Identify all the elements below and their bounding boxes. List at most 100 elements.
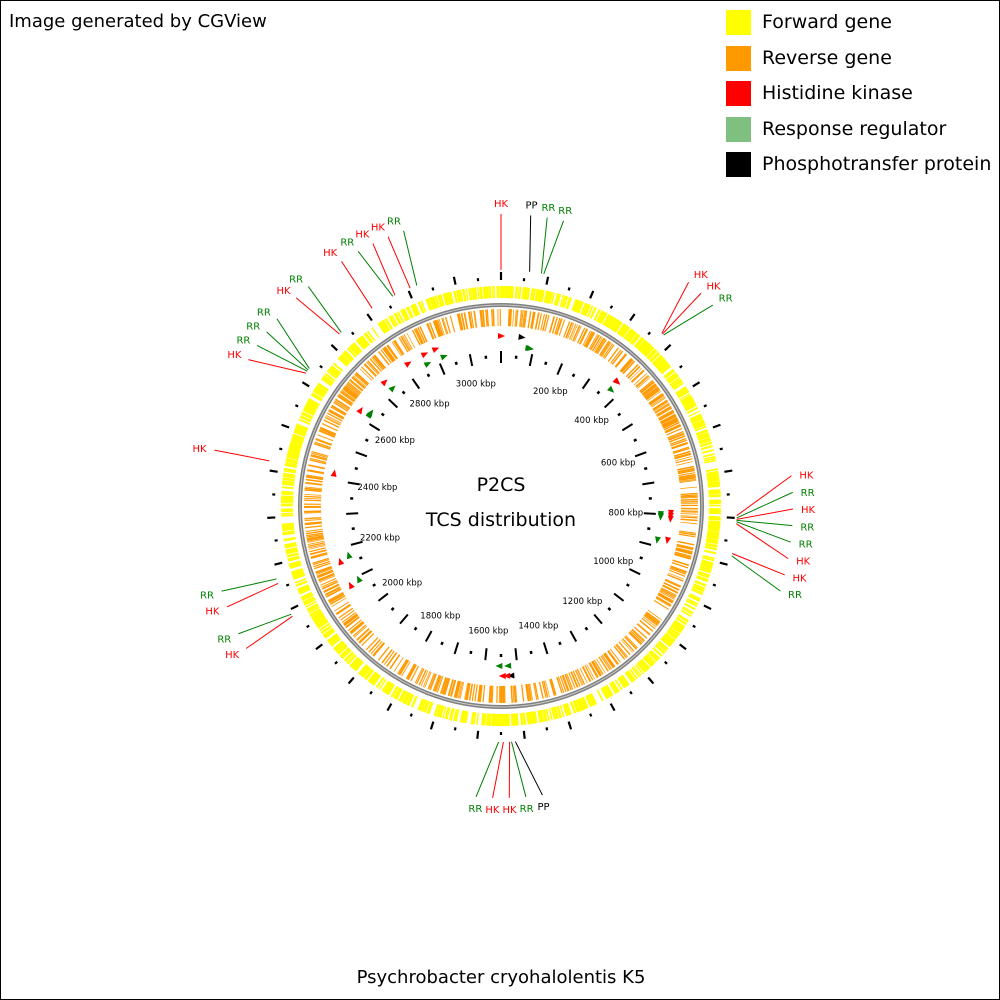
callout-label-rr: RR [468,804,482,815]
reverse-gene-mark [659,591,675,600]
callout-line [295,297,340,335]
reverse-gene-mark [554,317,561,335]
forward-gene-mark [650,649,661,660]
reverse-gene-mark [474,310,478,328]
reverse-gene-mark [323,419,340,428]
reverse-gene-mark [643,386,659,398]
scale-tick [542,642,549,655]
tcs-marker-rr [657,513,664,521]
reverse-gene-mark [603,653,614,668]
reverse-gene-mark [350,622,365,635]
reverse-gene-mark [435,319,443,337]
reverse-gene-mark [507,309,510,327]
forward-gene-mark [352,659,363,671]
reverse-gene-mark [575,669,584,686]
forward-gene-mark [683,400,695,408]
reverse-gene-mark [359,368,373,381]
callout-line [357,251,394,297]
scale-tick [438,363,446,375]
forward-gene-mark [706,472,719,476]
reverse-gene-mark [635,374,649,388]
reverse-gene-mark [314,441,331,449]
reverse-gene-mark [655,597,671,607]
reverse-gene-mark [674,453,692,460]
forward-gene-mark [289,443,302,449]
forward-gene-mark [457,289,463,303]
reverse-gene-mark [491,309,493,327]
forward-gene-mark [407,306,414,318]
reverse-gene-mark [306,533,324,538]
forward-gene-mark [487,713,491,726]
forward-gene-mark [339,647,350,657]
forward-gene-mark [300,412,313,420]
tcs-marker-hk [420,352,429,359]
forward-gene-mark [703,455,716,460]
outer-tick-major [274,561,283,566]
forward-gene-mark [317,382,329,391]
reverse-gene-mark [344,614,359,626]
reverse-gene-mark [330,595,346,605]
forward-gene-mark [673,620,685,629]
reverse-gene-mark [564,673,572,691]
callout-label-rr: RR [340,238,354,249]
callout-label-hk: HK [323,248,338,259]
reverse-gene-mark [435,675,442,693]
scale-tick [347,481,360,486]
reverse-gene-mark [643,385,658,397]
reverse-gene-mark [306,474,324,478]
forward-gene-mark [444,707,449,719]
reverse-gene-mark [652,399,668,410]
forward-gene-mark [556,705,563,718]
forward-gene-mark [640,342,650,353]
forward-gene-mark [378,678,387,690]
outer-tick-major [386,703,393,712]
forward-gene-mark [679,392,691,401]
reverse-gene-mark [328,410,344,420]
scale-tick [556,363,564,375]
outer-tick-minor [279,447,283,451]
reverse-gene-mark [361,366,374,380]
forward-gene-mark [650,353,661,363]
reverse-gene-mark [305,482,323,486]
reverse-gene-mark [331,405,347,415]
forward-gene-mark [708,520,721,524]
reverse-gene-mark [669,437,687,445]
reverse-gene-mark [413,328,423,345]
reverse-gene-mark [306,532,324,537]
reverse-gene-mark [621,359,634,373]
reverse-gene-mark [579,328,588,345]
forward-gene-mark [330,365,342,375]
forward-gene-mark [285,462,298,467]
callout-line [663,304,714,336]
forward-gene-mark [660,364,671,374]
tcs-marker-hk [330,469,337,477]
forward-gene-mark [708,494,721,498]
reverse-gene-mark [639,620,654,632]
reverse-gene-mark [342,613,358,625]
forward-gene-mark [523,712,527,725]
reverse-gene-mark [410,665,420,682]
forward-gene-mark [324,629,336,639]
reverse-gene-mark [441,317,448,335]
reverse-gene-mark [414,667,423,684]
forward-gene-mark [356,338,367,350]
callout-label-hk: HK [371,223,386,234]
reverse-gene-mark [572,325,581,342]
forward-gene-mark [688,594,701,602]
reverse-gene-mark [457,313,462,331]
outer-tick-major [589,290,595,299]
callout-line [736,491,793,519]
scale-label: 2200 kbp [360,533,400,543]
reverse-gene-mark [572,670,581,687]
outer-tick-minor [545,727,549,731]
reverse-gene-mark [639,620,654,632]
scale-label: 1400 kbp [518,621,558,631]
forward-gene-mark [473,287,478,300]
reverse-gene-mark [482,685,486,703]
callout-line [736,523,789,560]
reverse-gene-mark [386,345,398,360]
reverse-gene-mark [585,332,596,348]
forward-gene-mark [384,318,393,330]
outer-tick-major [522,730,526,739]
forward-gene-mark [282,483,295,487]
